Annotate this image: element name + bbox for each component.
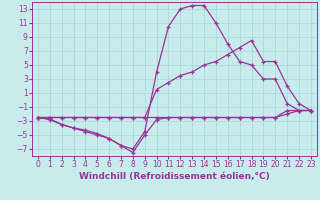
X-axis label: Windchill (Refroidissement éolien,°C): Windchill (Refroidissement éolien,°C) [79, 172, 270, 181]
